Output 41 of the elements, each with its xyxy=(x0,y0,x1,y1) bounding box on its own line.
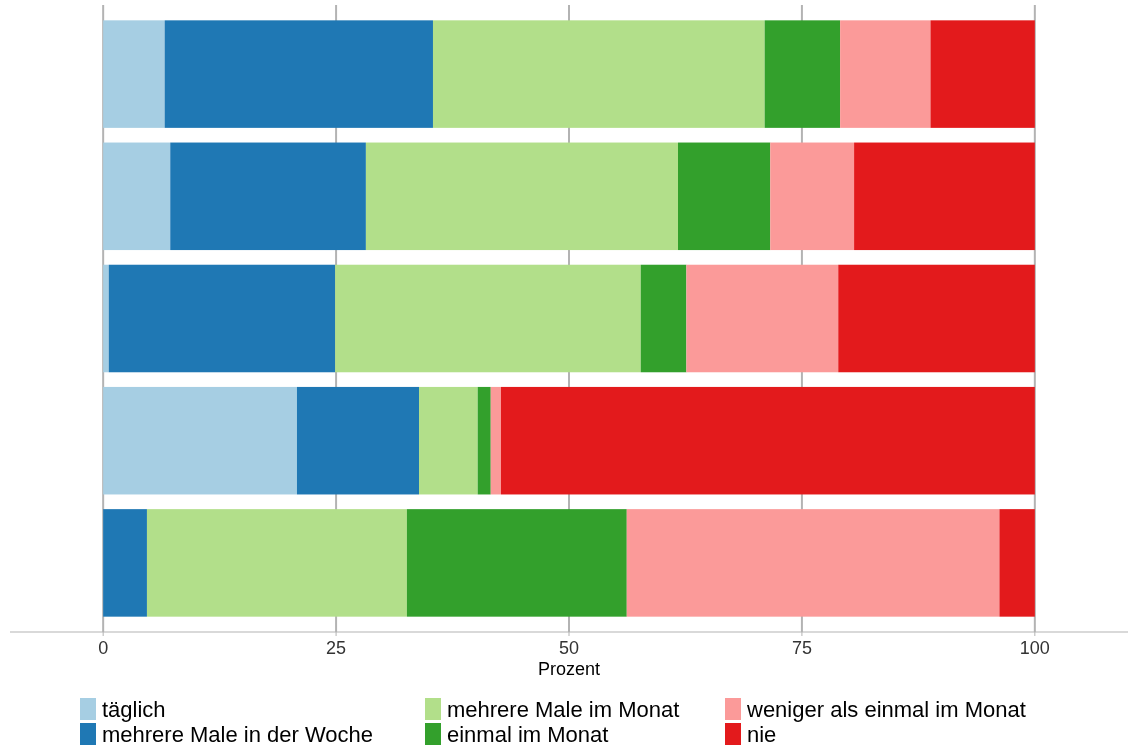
bar xyxy=(103,386,297,495)
bar xyxy=(764,20,841,128)
legend-label: nie xyxy=(747,722,777,746)
x-tick-label: 0 xyxy=(98,638,109,658)
bar xyxy=(103,142,171,251)
bar xyxy=(999,509,1035,617)
bar xyxy=(365,142,679,251)
bar xyxy=(432,20,765,128)
legend-label: weniger als einmal im Monat xyxy=(746,697,1026,722)
bar xyxy=(626,509,1000,617)
bar xyxy=(838,264,1035,373)
legend-label: mehrere Male im Monat xyxy=(447,697,680,722)
bar xyxy=(103,20,165,128)
bar xyxy=(103,509,147,617)
x-tick-label: 50 xyxy=(558,638,580,658)
bar xyxy=(108,264,336,373)
bar xyxy=(930,20,1035,128)
bar xyxy=(419,386,478,495)
bar xyxy=(490,386,501,495)
bar xyxy=(146,509,407,617)
bar xyxy=(840,20,931,128)
legend-label: mehrere Male in der Woche xyxy=(102,722,374,746)
x-tick-label: 100 xyxy=(1019,638,1050,658)
x-tick-label: 75 xyxy=(791,638,812,658)
bar xyxy=(164,20,433,128)
bar xyxy=(678,142,771,251)
bar xyxy=(640,264,687,373)
bar xyxy=(477,386,491,495)
x-tick-label: 25 xyxy=(326,638,347,658)
bar xyxy=(500,386,1035,495)
bar xyxy=(103,264,109,373)
bar xyxy=(770,142,855,251)
bar xyxy=(686,264,839,373)
bar xyxy=(335,264,641,373)
bar xyxy=(296,386,419,495)
bar xyxy=(854,142,1035,251)
bar xyxy=(170,142,366,251)
legend-label: täglich xyxy=(102,697,166,722)
bar xyxy=(406,509,627,617)
x-axis-title: Prozent xyxy=(537,659,601,679)
legend-label: einmal im Monat xyxy=(447,722,609,746)
